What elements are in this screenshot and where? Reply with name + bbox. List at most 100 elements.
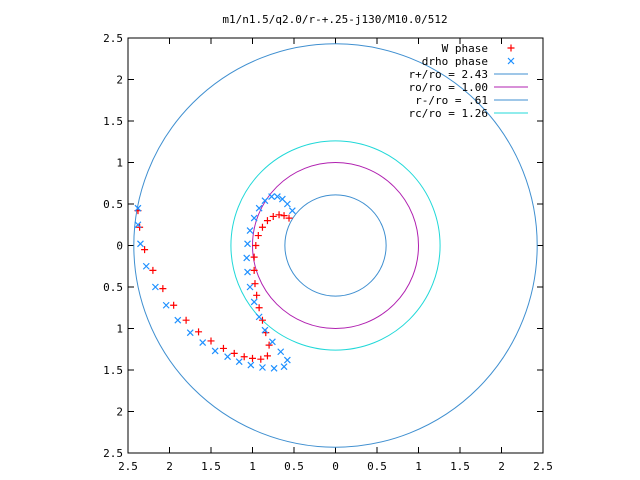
circle-r-2 — [133, 43, 538, 448]
point-series — [134, 193, 296, 372]
w-phase-point — [182, 316, 190, 324]
x-tick-label: 2.5 — [533, 460, 553, 473]
y-tick-label: 1.5 — [103, 115, 123, 128]
drho-phase-point — [255, 313, 263, 321]
w-phase-point — [249, 354, 256, 362]
drho-phase-point — [211, 347, 219, 355]
w-phase-point — [170, 301, 178, 309]
w-phase-point — [207, 337, 215, 345]
drho-phase-point — [255, 204, 263, 212]
w-phase-point — [141, 246, 149, 254]
axis-ticks: 2.5 2 1.5 1 0.5 0 0.5 1 1.5 2 2.52.521.510.500.511… — [103, 32, 553, 473]
y-tick-label: 1.5 — [103, 364, 123, 377]
w-phase-point — [280, 212, 288, 220]
w-phase-point — [263, 217, 271, 225]
drho-phase-point — [244, 268, 251, 276]
drho-phase-point — [174, 316, 182, 324]
drho-phase-point — [243, 254, 251, 262]
w-phase-point — [253, 291, 261, 299]
drho-phase-point — [244, 240, 251, 248]
circle-r-5 — [230, 140, 441, 351]
w-phase-point — [219, 344, 227, 352]
circle-r-4 — [284, 194, 387, 297]
w-phase-point — [275, 211, 283, 219]
w-phase-point — [230, 349, 238, 357]
w-phase-point — [285, 214, 293, 222]
y-tick-label: 2.5 — [103, 32, 123, 45]
legend-label: W phase — [442, 42, 488, 55]
drho-phase-point — [273, 193, 281, 200]
x-tick-label: 0.5 — [367, 460, 387, 473]
drho-phase-point — [134, 221, 142, 229]
drho-phase-point — [283, 356, 291, 364]
drho-phase-point — [224, 353, 232, 361]
drho-phase-point — [280, 363, 288, 371]
circle-r-3 — [252, 162, 419, 329]
drho-phase-point — [261, 197, 269, 205]
drho-phase-point — [199, 339, 207, 347]
w-phase-point — [250, 266, 258, 274]
y-tick-label: 0.5 — [103, 281, 123, 294]
w-phase-point — [159, 285, 167, 293]
w-phase-point — [149, 266, 157, 274]
drho-phase-point — [142, 262, 150, 270]
y-tick-label: 2.5 — [103, 447, 123, 460]
legend-label: rc/ro = 1.26 — [409, 107, 488, 120]
x-tick-label: 1.5 — [450, 460, 470, 473]
y-tick-label: 0 — [116, 240, 123, 253]
y-tick-label: 1 — [116, 157, 123, 170]
legend-label: drho phase — [422, 55, 488, 68]
drho-phase-point — [186, 329, 194, 337]
y-tick-label: 2 — [116, 74, 123, 87]
x-tick-label: 0 — [332, 460, 339, 473]
drho-phase-point — [270, 364, 278, 372]
drho-phase-point — [278, 195, 286, 203]
drho-phase-point — [288, 207, 296, 215]
legend-swatch — [507, 44, 515, 52]
drho-phase-point — [247, 361, 255, 369]
w-phase-point — [255, 304, 263, 312]
drho-phase-point — [246, 227, 254, 234]
chart-title: m1/n1.5/q2.0/r-+.25-j130/M10.0/512 — [222, 13, 447, 26]
x-tick-label: 2 — [498, 460, 505, 473]
w-phase-point — [257, 355, 265, 363]
w-phase-point — [263, 352, 271, 360]
w-phase-point — [240, 353, 248, 361]
drho-phase-point — [277, 348, 285, 356]
w-phase-point — [252, 242, 260, 249]
x-tick-label: 2 — [166, 460, 173, 473]
x-tick-label: 2.5 — [118, 460, 138, 473]
w-phase-point — [258, 316, 266, 324]
drho-phase-point — [261, 326, 269, 334]
w-phase-point — [250, 253, 258, 261]
w-phase-point — [258, 223, 266, 231]
y-tick-label: 2 — [116, 406, 123, 419]
legend-label: r+/ro = 2.43 — [409, 68, 488, 81]
drho-phase-point — [137, 240, 144, 248]
drho-phase-point — [134, 204, 142, 212]
drho-phase-point — [268, 338, 276, 346]
drho-phase-point — [162, 301, 170, 309]
w-phase-point — [254, 232, 262, 240]
legend-swatch — [507, 57, 515, 65]
x-tick-label: 1 — [249, 460, 256, 473]
drho-phase-point — [259, 364, 266, 371]
y-tick-label: 1 — [116, 323, 123, 336]
w-phase-point — [265, 341, 273, 349]
x-tick-label: 1.5 — [201, 460, 221, 473]
w-phase-point — [269, 212, 277, 220]
legend-label: ro/ro = 1.00 — [409, 81, 488, 94]
drho-phase-point — [235, 358, 243, 366]
drho-phase-point — [151, 283, 159, 291]
drho-phase-point — [250, 214, 258, 222]
legend-label: r-/ro = .61 — [415, 94, 488, 107]
y-tick-label: 0.5 — [103, 198, 123, 211]
drho-phase-point — [268, 193, 276, 200]
x-tick-label: 1 — [415, 460, 422, 473]
drho-phase-point — [250, 298, 258, 306]
w-phase-point — [195, 328, 203, 336]
drho-phase-point — [246, 283, 254, 291]
x-tick-label: 0.5 — [284, 460, 304, 473]
